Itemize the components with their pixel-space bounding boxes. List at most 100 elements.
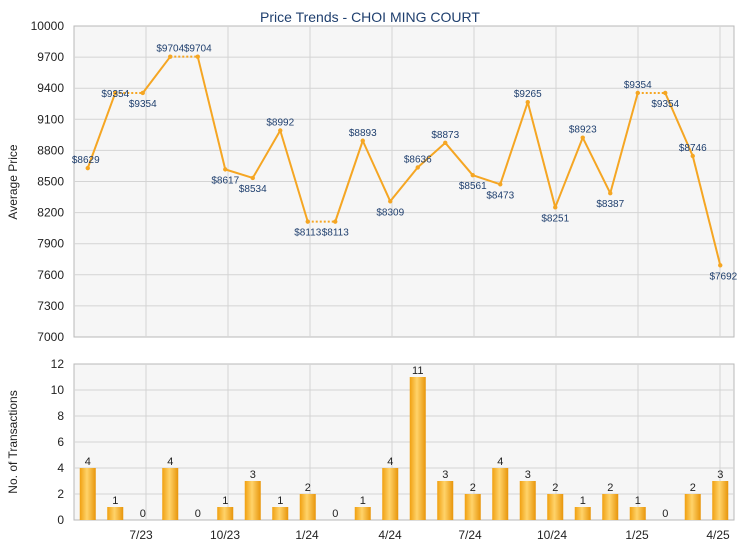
transaction-count-label: 1 [277,495,283,507]
price-data-label: $8873 [431,130,459,141]
price-point [113,90,118,96]
transaction-bar [354,507,371,520]
price-data-label: $8251 [541,213,569,224]
price-data-label: $8561 [459,181,487,192]
price-data-label: $8893 [349,128,377,139]
price-y-tick-label: 7300 [37,299,64,313]
transaction-count-label: 3 [442,469,448,481]
price-y-tick-label: 8800 [37,143,64,157]
transaction-count-label: 1 [580,495,586,507]
price-point [85,165,90,171]
price-point [278,128,283,133]
price-point [223,167,228,172]
price-point [663,90,668,96]
price-data-label: $9354 [129,99,157,110]
price-point [360,138,365,143]
price-point [553,205,558,210]
price-y-tick-label: 9700 [37,50,64,64]
transaction-count-label: 1 [635,495,641,507]
price-line-segment [141,56,172,94]
transactions-y-tick-label: 12 [51,357,65,371]
price-line-segment [526,101,557,208]
price-point [195,54,200,59]
price-point [250,175,255,181]
price-point [443,140,448,146]
transaction-count-label: 3 [717,469,723,481]
transaction-bar [107,507,124,520]
price-data-label: $9354 [101,89,129,100]
transaction-bar [272,507,289,520]
transactions-y-tick-label: 2 [57,487,64,501]
price-data-label: $8534 [239,184,267,195]
price-y-tick-label: 8500 [37,175,64,189]
price-data-label: $8617 [211,175,239,186]
price-line-segment [691,155,722,266]
price-point [140,90,145,96]
transaction-bar [79,468,96,520]
transaction-count-label: 3 [250,469,256,481]
price-y-tick-label: 9100 [37,112,64,126]
chart-title: Price Trends - CHOI MING COURT [260,9,480,25]
price-data-label: $9354 [624,80,652,91]
transaction-bar [574,507,591,520]
price-data-label: $8387 [596,199,624,210]
x-tick-label: 10/24 [537,528,567,542]
price-point [580,135,585,140]
price-line-segment [86,92,117,169]
transaction-bar [547,494,564,520]
x-tick-label: 7/23 [129,528,153,542]
transaction-bar [492,468,509,520]
price-y-tick-label: 10000 [31,19,65,33]
price-point [498,182,503,187]
price-y-tick-label: 8200 [37,206,64,220]
x-tick-label: 4/24 [378,528,402,542]
x-tick-label: 1/24 [295,528,319,542]
transaction-count-label: 0 [332,508,338,520]
price-line-segment [361,140,392,202]
transactions-y-axis-title: No. of Transactions [6,390,20,493]
price-data-label: $8473 [486,190,514,201]
price-y-tick-label: 7600 [37,268,64,282]
transaction-count-label: 1 [360,495,366,507]
price-point [718,263,723,268]
price-data-label: $8309 [376,207,404,218]
transaction-count-label: 4 [167,456,173,468]
x-tick-label: 4/25 [706,528,730,542]
price-line-segment [609,92,639,194]
transactions-y-tick-label: 10 [51,383,65,397]
price-data-label: $8629 [72,155,100,166]
transaction-count-label: 2 [305,482,311,494]
price-line-segment [196,56,227,170]
price-data-label: $9704 [184,44,212,55]
transaction-bar [382,468,399,520]
price-line-segment [224,168,254,179]
transaction-count-label: 3 [525,469,531,481]
transaction-count-label: 4 [387,456,393,468]
transactions-y-tick-label: 8 [57,409,64,423]
price-data-label: $9704 [156,44,184,55]
price-point [305,219,310,224]
price-line-segment [279,130,309,222]
transaction-count-label: 4 [497,456,503,468]
price-point [635,90,640,96]
price-y-tick-label: 7000 [37,330,64,344]
price-data-label: $8992 [266,117,294,128]
x-tick-label: 7/24 [458,528,482,542]
transactions-y-tick-label: 4 [57,461,64,475]
price-line-segment [444,142,474,176]
price-data-label: $7692 [709,271,737,282]
price-line-segment [389,166,419,202]
price-data-label: $8113 [294,228,322,239]
price-line-segment [664,92,694,157]
price-data-label: $8113 [322,228,350,239]
transaction-bar [519,481,536,520]
transaction-count-label: 0 [195,508,201,520]
price-data-label: $9354 [651,99,679,110]
transaction-bar [602,494,619,520]
price-line-segment [472,174,501,186]
transaction-bar [629,507,646,520]
price-line-segment [581,137,612,194]
price-data-label: $8923 [569,125,597,136]
price-data-label: $8746 [679,143,707,154]
